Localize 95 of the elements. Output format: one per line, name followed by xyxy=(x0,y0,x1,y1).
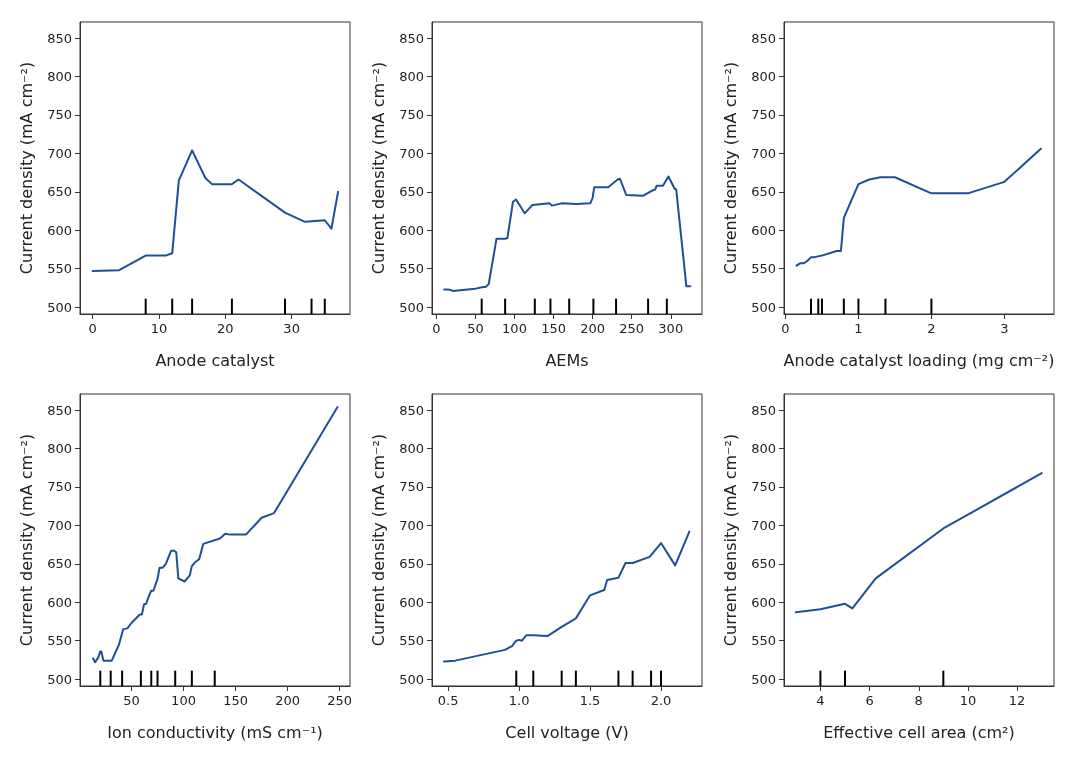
y-tick-label: 600 xyxy=(47,222,72,238)
y-axis-title: Current density (mA cm⁻²) xyxy=(368,433,388,647)
x-tick-label: 6 xyxy=(865,693,874,708)
x-tick-label: 150 xyxy=(223,693,248,708)
x-axis-title: Anode catalyst xyxy=(155,350,275,370)
y-axis-title: Current density (mA cm⁻²) xyxy=(720,433,740,647)
line-series xyxy=(442,530,691,663)
x-axis-title: Anode catalyst loading (mg cm⁻²) xyxy=(783,350,1055,370)
y-tick-label: 550 xyxy=(47,633,72,649)
x-axis-title: AEMs xyxy=(545,350,589,370)
x-tick-label: 10 xyxy=(959,693,977,708)
x-tick-label: 12 xyxy=(1008,693,1026,708)
x-axis-title: Ion conductivity (mS cm⁻¹) xyxy=(107,722,323,742)
y-tick-label: 800 xyxy=(399,69,424,85)
x-tick-label: 200 xyxy=(580,321,606,336)
y-tick-label: 800 xyxy=(751,441,776,457)
x-tick-label: 8 xyxy=(914,693,923,708)
x-tick-label: 20 xyxy=(217,321,234,336)
y-tick-label: 700 xyxy=(399,517,424,533)
y-tick-label: 500 xyxy=(47,671,72,687)
y-tick-label: 650 xyxy=(47,184,72,200)
line-series xyxy=(443,175,692,292)
y-axis-title: Current density (mA cm⁻²) xyxy=(720,61,740,275)
y-tick-label: 550 xyxy=(47,261,72,277)
x-tick-label: 10 xyxy=(150,321,168,336)
x-tick-label: 30 xyxy=(283,321,300,336)
y-tick-label: 550 xyxy=(751,633,776,649)
y-tick-label: 700 xyxy=(47,145,72,161)
x-tick-label: 150 xyxy=(541,321,566,336)
line-series xyxy=(794,472,1043,614)
y-tick-label: 850 xyxy=(47,30,72,46)
y-tick-label: 800 xyxy=(47,69,72,85)
y-tick-label: 700 xyxy=(399,145,424,161)
x-tick-label: 0 xyxy=(781,321,790,336)
y-tick-label: 650 xyxy=(399,556,424,572)
y-tick-label: 500 xyxy=(751,299,776,315)
y-tick-label: 750 xyxy=(47,479,72,495)
y-tick-label: 800 xyxy=(751,69,776,85)
y-tick-label: 650 xyxy=(47,556,72,572)
y-tick-label: 500 xyxy=(399,299,424,315)
y-tick-label: 750 xyxy=(751,479,776,495)
y-tick-label: 650 xyxy=(399,184,424,200)
y-tick-label: 550 xyxy=(751,261,776,277)
x-tick-label: 4 xyxy=(816,693,825,708)
y-axis-title: Current density (mA cm⁻²) xyxy=(368,61,388,275)
y-tick-label: 550 xyxy=(399,261,424,277)
x-tick-label: 250 xyxy=(619,321,645,336)
y-tick-label: 750 xyxy=(47,107,72,123)
y-tick-label: 500 xyxy=(399,671,424,687)
y-tick-label: 700 xyxy=(47,517,72,533)
y-tick-label: 600 xyxy=(399,594,424,610)
y-tick-label: 700 xyxy=(751,517,776,533)
y-tick-label: 600 xyxy=(399,222,424,238)
y-tick-label: 850 xyxy=(399,30,424,46)
y-tick-label: 750 xyxy=(751,107,776,123)
y-tick-label: 650 xyxy=(751,184,776,200)
x-tick-label: 100 xyxy=(171,693,196,708)
x-tick-label: 3 xyxy=(1000,321,1009,336)
y-tick-label: 850 xyxy=(47,402,72,418)
x-axis-title: Effective cell area (cm²) xyxy=(823,722,1015,742)
y-tick-label: 500 xyxy=(47,299,72,315)
x-tick-label: 2.0 xyxy=(650,693,672,708)
x-tick-label: 50 xyxy=(123,693,140,708)
x-tick-label: 50 xyxy=(467,321,484,336)
y-tick-label: 600 xyxy=(47,594,72,610)
y-tick-label: 750 xyxy=(399,107,424,123)
x-tick-label: 0.5 xyxy=(437,693,459,708)
x-tick-label: 2 xyxy=(927,321,936,336)
x-tick-label: 0 xyxy=(432,321,441,336)
x-tick-label: 200 xyxy=(275,693,300,708)
x-tick-label: 1.5 xyxy=(579,693,601,708)
line-series xyxy=(795,147,1042,267)
y-tick-label: 800 xyxy=(399,441,424,457)
y-axis-title: Current density (mA cm⁻²) xyxy=(16,61,36,275)
y-tick-label: 800 xyxy=(47,441,72,457)
y-tick-label: 650 xyxy=(751,556,776,572)
y-tick-label: 850 xyxy=(751,30,776,46)
x-tick-label: 0 xyxy=(88,321,97,336)
y-tick-label: 850 xyxy=(751,402,776,418)
y-tick-label: 700 xyxy=(751,145,776,161)
y-tick-label: 750 xyxy=(399,479,424,495)
y-tick-label: 600 xyxy=(751,222,776,238)
x-tick-label: 100 xyxy=(502,321,527,336)
x-tick-label: 1 xyxy=(854,321,863,336)
x-tick-label: 300 xyxy=(658,321,684,336)
y-axis-title: Current density (mA cm⁻²) xyxy=(16,433,36,647)
y-tick-label: 850 xyxy=(399,402,424,418)
x-tick-label: 250 xyxy=(327,693,353,708)
y-tick-label: 550 xyxy=(399,633,424,649)
line-series xyxy=(92,406,339,664)
y-tick-label: 600 xyxy=(751,594,776,610)
line-series xyxy=(91,149,340,272)
x-axis-title: Cell voltage (V) xyxy=(505,722,629,742)
y-tick-label: 500 xyxy=(751,671,776,687)
x-tick-label: 1.0 xyxy=(508,693,530,708)
